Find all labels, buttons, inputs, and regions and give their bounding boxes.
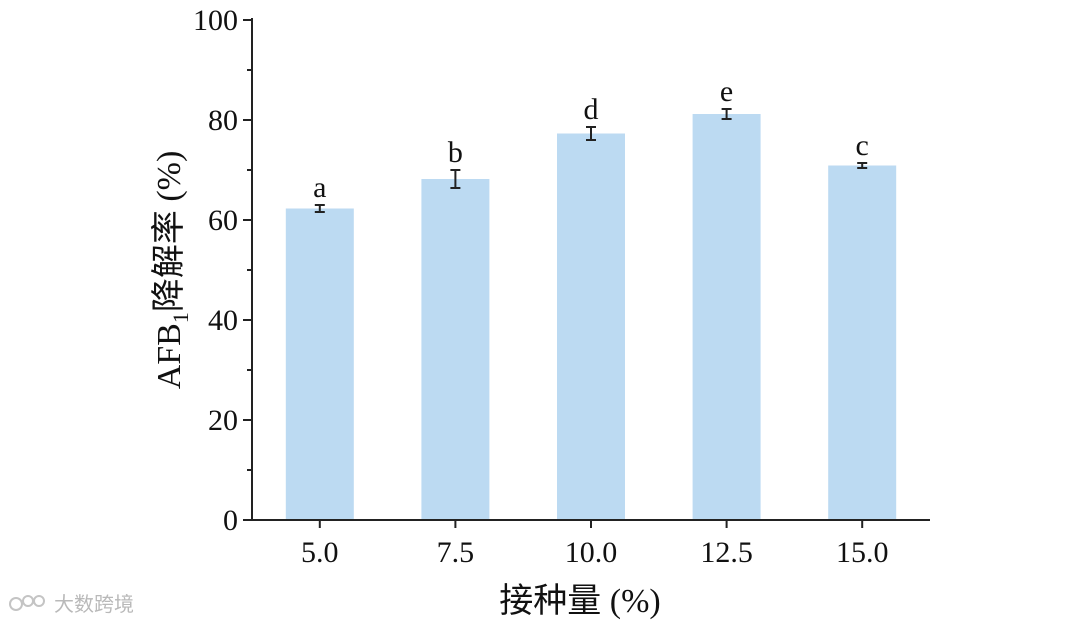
error-bar-10.0	[586, 126, 596, 141]
significance-label-12.5: e	[720, 75, 733, 108]
x-ticks-group: 5.0 7.5 10.0 12.5 15.0	[301, 520, 888, 569]
error-bar-12.5	[721, 108, 732, 120]
x-tick-label-7.5: 7.5	[437, 536, 475, 569]
x-tick-label-12.5: 12.5	[700, 536, 753, 569]
y-tick-label-60: 60	[208, 204, 238, 237]
y-axis-title-subscript: 1	[168, 312, 193, 323]
x-axis-title: 接种量 (%)	[499, 583, 660, 620]
y-tick-label-80: 80	[208, 104, 238, 137]
watermark-text: 大数跨境	[54, 592, 134, 616]
watermark-logo-icon	[9, 594, 45, 611]
y-axis-title-main: AFB	[151, 323, 188, 389]
y-ticks-group: 0 20 40 60 80 100	[193, 4, 252, 537]
x-tick-label-10.0: 10.0	[565, 536, 618, 569]
bar-15.0	[828, 165, 897, 520]
error-bar-7.5	[450, 169, 461, 189]
significance-label-10.0: d	[584, 93, 599, 126]
y-tick-label-0: 0	[223, 504, 238, 537]
y-axis-title: AFB1降解率 (%)	[150, 151, 193, 390]
significance-label-15.0: c	[856, 129, 869, 162]
error-bar-15.0	[857, 162, 868, 169]
error-bar-5.0	[314, 204, 325, 213]
y-tick-label-100: 100	[193, 4, 238, 37]
y-axis-title-rest: 降解率 (%)	[150, 151, 188, 312]
error-bars-group	[314, 108, 868, 213]
watermark: 大数跨境	[8, 588, 134, 617]
x-tick-label-15.0: 15.0	[836, 536, 889, 569]
x-tick-label-5.0: 5.0	[301, 536, 339, 569]
bar-12.5	[692, 114, 761, 520]
y-tick-label-40: 40	[208, 304, 238, 337]
bar-5.0	[285, 208, 354, 520]
bars-group	[285, 114, 897, 520]
significance-label-5.0: a	[313, 171, 326, 204]
significance-labels-group: a b d e c	[313, 75, 869, 204]
bar-10.0	[557, 133, 625, 520]
y-tick-label-20: 20	[208, 404, 238, 437]
significance-label-7.5: b	[448, 136, 463, 169]
bar-7.5	[421, 179, 490, 520]
